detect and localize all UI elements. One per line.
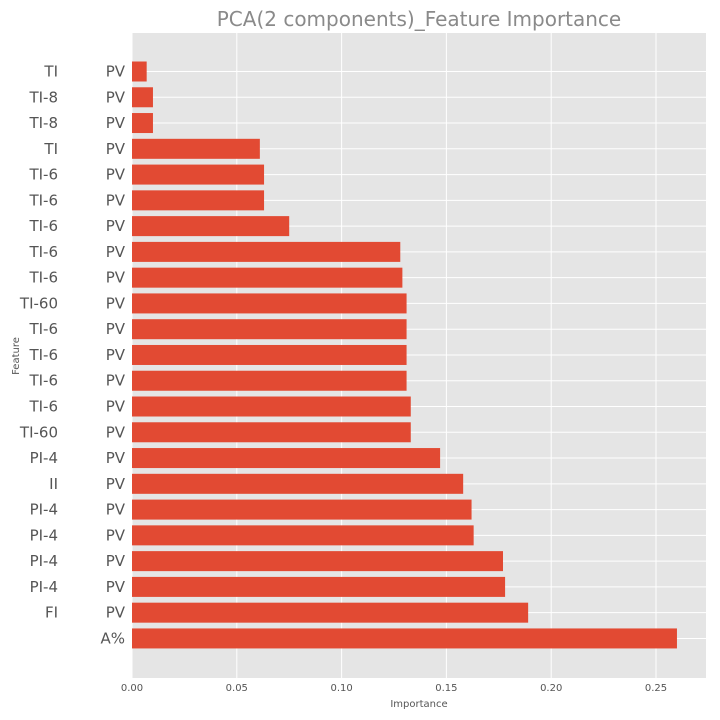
chart-title: PCA(2 components)_Feature Importance <box>217 7 622 31</box>
bar <box>132 293 407 314</box>
bar <box>132 164 265 185</box>
y-tick-label-suffix: PV <box>106 140 126 158</box>
y-tick-label: TI-6 <box>28 191 58 209</box>
y-axis-label: Feature <box>11 337 22 375</box>
x-tick-label: 0.20 <box>540 683 562 694</box>
y-tick-label: TI-6 <box>28 269 58 287</box>
bar <box>132 319 407 340</box>
x-tick-labels: 0.00 0.05 0.10 0.15 0.20 0.25 <box>121 683 667 694</box>
y-tick-label-suffix: PV <box>106 423 126 441</box>
y-tick-label-suffix: PV <box>106 578 126 596</box>
x-tick-label: 0.05 <box>226 683 248 694</box>
y-tick-label: TI-6 <box>28 320 58 338</box>
bar <box>132 448 441 469</box>
bar <box>132 190 265 211</box>
y-tick-label: TI-8 <box>28 88 58 106</box>
y-tick-label-suffix: PV <box>106 604 126 622</box>
y-tick-label-suffix: PV <box>106 372 126 390</box>
bar <box>132 473 464 494</box>
bars <box>132 61 677 649</box>
y-tick-label-suffix: PV <box>106 191 126 209</box>
bar <box>132 113 153 134</box>
y-tick-label-suffix: PV <box>106 346 126 364</box>
bar <box>132 525 474 546</box>
bar <box>132 61 147 82</box>
bar <box>132 576 506 597</box>
y-tick-label: TI-60 <box>19 423 58 441</box>
y-tick-label: TI-6 <box>28 346 58 364</box>
bar <box>132 499 472 520</box>
y-tick-label-suffix: PV <box>106 166 126 184</box>
y-tick-label: TI-60 <box>19 294 58 312</box>
bar <box>132 628 677 649</box>
bar <box>132 87 153 108</box>
y-tick-label: PI-4 <box>30 578 58 596</box>
y-tick-label: PI-4 <box>30 552 58 570</box>
y-tick-label-suffix: PV <box>106 217 126 235</box>
y-tick-label: II <box>49 475 58 493</box>
y-tick-label-suffix: PV <box>106 114 126 132</box>
y-tick-labels: TI PV TI-8 PV TI-8 PV TI PV TI-6 PV TI-6 PV TI-6 PV TI… <box>19 63 126 648</box>
y-tick-label: TI-6 <box>28 398 58 416</box>
y-tick-label: TI-6 <box>28 217 58 235</box>
x-tick-label: 0.00 <box>121 683 143 694</box>
y-tick-label-suffix: PV <box>106 88 126 106</box>
bar <box>132 551 503 572</box>
y-tick-label: PI-4 <box>30 501 58 519</box>
x-tick-label: 0.25 <box>645 683 667 694</box>
x-axis-label: Importance <box>390 699 447 710</box>
bar <box>132 241 401 262</box>
y-tick-label-suffix: PV <box>106 552 126 570</box>
y-tick-label-suffix: PV <box>106 269 126 287</box>
bar <box>132 267 403 288</box>
y-tick-label: TI-6 <box>28 243 58 261</box>
y-tick-label: PI-4 <box>30 526 58 544</box>
bar <box>132 396 411 417</box>
y-tick-label: TI <box>43 63 58 81</box>
y-tick-label: TI-8 <box>28 114 58 132</box>
y-tick-label-suffix: PV <box>106 449 126 467</box>
y-tick-label: TI <box>43 140 58 158</box>
y-tick-label-suffix: A% <box>100 629 125 647</box>
y-tick-label-suffix: PV <box>106 475 126 493</box>
bar <box>132 138 260 159</box>
y-tick-label-suffix: PV <box>106 398 126 416</box>
bar <box>132 602 529 623</box>
bar <box>132 422 411 443</box>
y-tick-label: PI-4 <box>30 449 58 467</box>
y-tick-label-suffix: PV <box>106 294 126 312</box>
y-tick-label: TI-6 <box>28 166 58 184</box>
y-tick-label: FI <box>45 604 58 622</box>
bar <box>132 370 407 391</box>
x-tick-label: 0.10 <box>330 683 352 694</box>
y-tick-label-suffix: PV <box>106 63 126 81</box>
y-tick-label-suffix: PV <box>106 243 126 261</box>
y-tick-label: TI-6 <box>28 372 58 390</box>
y-tick-label-suffix: PV <box>106 526 126 544</box>
y-tick-label-suffix: PV <box>106 320 126 338</box>
bar <box>132 344 407 365</box>
bar <box>132 216 290 237</box>
y-tick-label-suffix: PV <box>106 501 126 519</box>
x-tick-label: 0.15 <box>435 683 457 694</box>
